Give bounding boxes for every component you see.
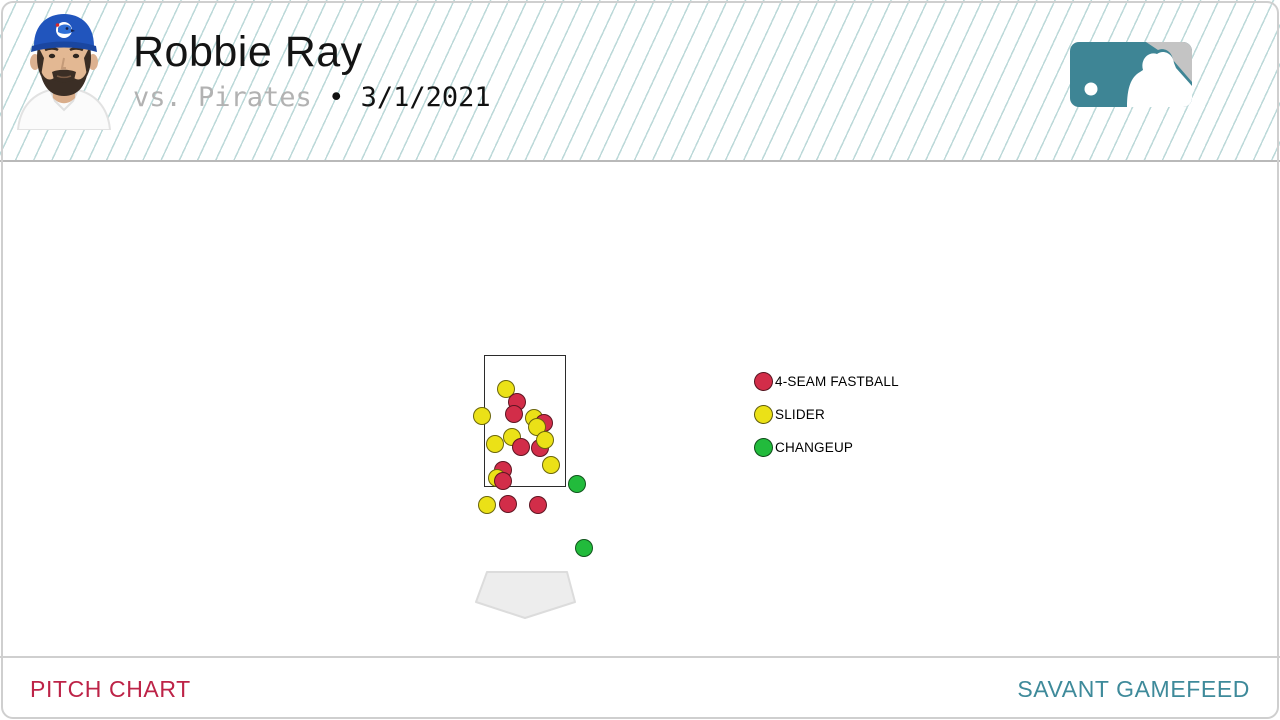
legend-item: SLIDER (754, 405, 899, 424)
legend-color-dot (754, 372, 773, 391)
player-name: Robbie Ray (133, 28, 363, 76)
pitch-dot (478, 496, 496, 514)
pitch-dot (486, 435, 504, 453)
pitch-dot (505, 405, 523, 423)
pitch-dot (512, 438, 530, 456)
pitch-dot (529, 496, 547, 514)
pitch-type-legend: 4-SEAM FASTBALL SLIDER CHANGEUP (754, 372, 899, 471)
pitch-dot (497, 380, 515, 398)
pitch-dot (473, 407, 491, 425)
pitch-chart-canvas: 4-SEAM FASTBALL SLIDER CHANGEUP (0, 162, 1280, 655)
pitch-dot (536, 431, 554, 449)
pitch-dot (499, 495, 517, 513)
mlb-logo (1070, 42, 1192, 107)
legend-label: CHANGEUP (775, 440, 854, 455)
opponent-label: vs. Pirates (133, 82, 312, 114)
legend-label: 4-SEAM FASTBALL (775, 374, 899, 389)
legend-color-dot (754, 405, 773, 424)
savant-gamefeed-link[interactable]: SAVANT GAMEFEED (1017, 675, 1250, 702)
footer-bar: PITCH CHART SAVANT GAMEFEED (0, 656, 1280, 720)
pitch-dot (542, 456, 560, 474)
pitch-dot (494, 472, 512, 490)
player-headshot (16, 14, 112, 130)
home-plate-layer (475, 571, 576, 619)
header-banner: Robbie Ray vs. Pirates • 3/1/2021 (0, 0, 1280, 162)
pitch-chart-title: PITCH CHART (30, 675, 191, 702)
legend-item: CHANGEUP (754, 438, 899, 457)
home-plate (475, 571, 576, 619)
subtitle-separator: • (311, 82, 361, 114)
game-subtitle: vs. Pirates • 3/1/2021 (133, 83, 491, 113)
legend-label: SLIDER (775, 407, 825, 422)
game-date: 3/1/2021 (360, 82, 491, 114)
legend-color-dot (754, 438, 773, 457)
legend-item: 4-SEAM FASTBALL (754, 372, 899, 391)
pitch-dot (568, 475, 586, 493)
pitch-dot (575, 539, 593, 557)
header-titles: Robbie Ray vs. Pirates • 3/1/2021 (133, 28, 491, 113)
